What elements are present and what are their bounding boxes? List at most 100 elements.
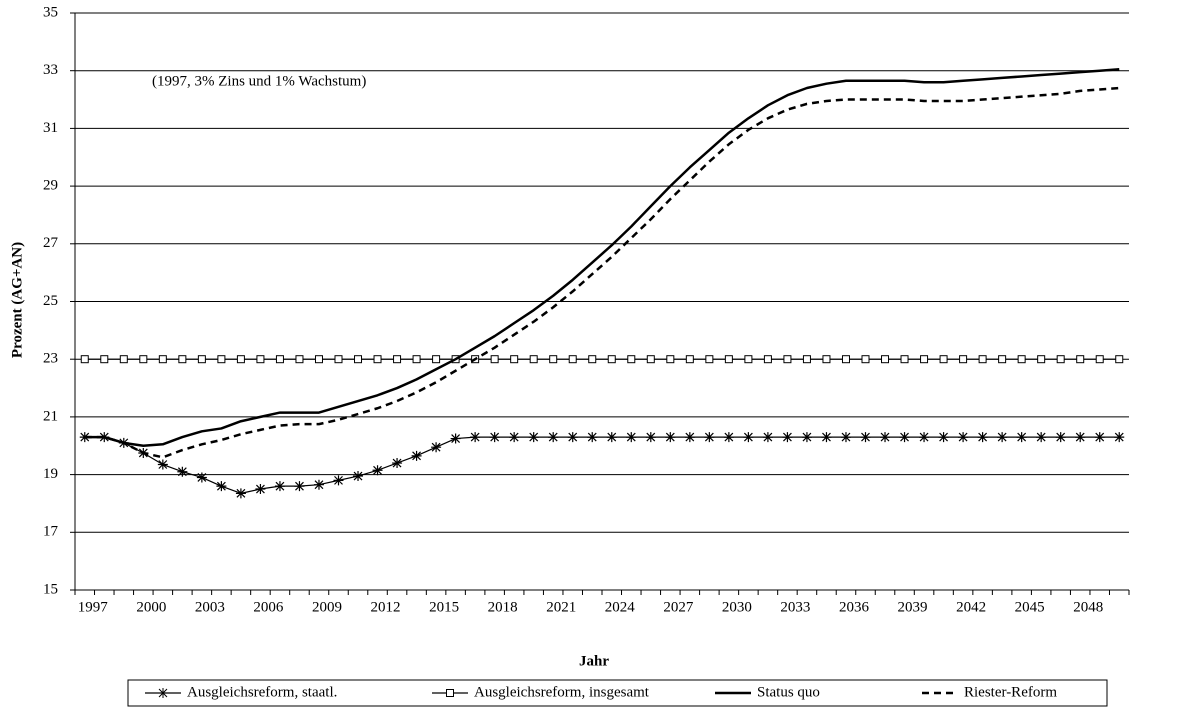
x-tick-label: 2042 [956,599,986,615]
marker-square [275,355,284,364]
marker-asterisk [411,450,422,461]
marker-square [373,355,382,364]
marker-asterisk [587,432,598,443]
marker-asterisk [977,432,988,443]
marker-asterisk [704,432,715,443]
marker-square [1095,355,1104,364]
series-line [84,436,1120,494]
marker-asterisk [1114,432,1125,443]
marker-square [959,355,968,364]
x-tick-label: 2003 [195,599,225,615]
marker-square [178,355,187,364]
marker-square [529,355,538,364]
marker-square [393,355,402,364]
marker-square [607,355,616,364]
x-tick-label: 2009 [312,599,342,615]
marker-square [510,355,519,364]
marker-asterisk [372,465,383,476]
marker-square [412,355,421,364]
marker-square [1017,355,1026,364]
marker-square [139,355,148,364]
marker-asterisk [723,432,734,443]
x-tick-label: 2015 [429,599,459,615]
legend-label: Riester-Reform [964,684,1057,700]
series-line [84,86,1120,459]
marker-square [724,355,733,364]
marker-asterisk [1016,432,1027,443]
marker-asterisk [450,433,461,444]
marker-asterisk [1055,432,1066,443]
marker-asterisk [274,481,285,492]
annotation: (1997, 3% Zins und 1% Wachstum) [152,73,366,89]
x-tick-label: 1997 [78,599,109,615]
x-tick-label: 2012 [371,599,401,615]
marker-asterisk [216,481,227,492]
x-tick-label: 2024 [605,599,636,615]
marker-asterisk [958,432,969,443]
y-tick-label: 23 [43,351,58,367]
x-axis-title: Jahr [579,653,609,669]
y-tick-label: 35 [43,4,58,20]
marker-square [666,355,675,364]
marker-square [881,355,890,364]
y-tick-label: 25 [43,293,58,309]
marker-asterisk [606,432,617,443]
marker-square [744,355,753,364]
marker-asterisk [899,432,910,443]
marker-square [1037,355,1046,364]
marker-square [588,355,597,364]
marker-square [432,355,441,364]
marker-asterisk [840,432,851,443]
marker-square [1115,355,1124,364]
marker-square [490,355,499,364]
marker-square [314,355,323,364]
marker-square [1056,355,1065,364]
marker-asterisk [626,432,637,443]
x-tick-label: 2048 [1073,599,1103,615]
marker-asterisk [938,432,949,443]
marker-square [334,355,343,364]
marker-asterisk [177,466,188,477]
marker-asterisk [157,459,168,470]
y-tick-label: 19 [43,466,58,482]
y-tick-label: 27 [43,235,59,251]
marker-asterisk [684,432,695,443]
legend-marker [446,689,454,697]
x-tick-label: 2021 [546,599,576,615]
marker-asterisk [801,432,812,443]
marker-square [841,355,850,364]
marker-asterisk [1036,432,1047,443]
marker-asterisk [294,481,305,492]
marker-asterisk [1075,432,1086,443]
marker-square [158,355,167,364]
legend-box [127,679,1108,707]
y-axis-title: Prozent (AG+AN) [9,242,25,358]
marker-square [783,355,792,364]
marker-square [80,355,89,364]
x-tick-label: 2039 [898,599,928,615]
marker-square [646,355,655,364]
marker-square [802,355,811,364]
marker-square [197,355,206,364]
marker-asterisk [1094,432,1105,443]
marker-asterisk [665,432,676,443]
x-tick-label: 2027 [663,599,694,615]
marker-asterisk [821,432,832,443]
x-tick-label: 2000 [136,599,166,615]
marker-asterisk [196,472,207,483]
marker-square [100,355,109,364]
marker-square [920,355,929,364]
marker-square [685,355,694,364]
marker-asterisk [333,475,344,486]
marker-asterisk [548,432,559,443]
marker-square [705,355,714,364]
marker-asterisk [313,479,324,490]
marker-asterisk [860,432,871,443]
marker-square [354,355,363,364]
x-tick-label: 2033 [780,599,810,615]
marker-asterisk [509,432,520,443]
marker-square [822,355,831,364]
marker-asterisk [489,432,500,443]
marker-square [217,355,226,364]
